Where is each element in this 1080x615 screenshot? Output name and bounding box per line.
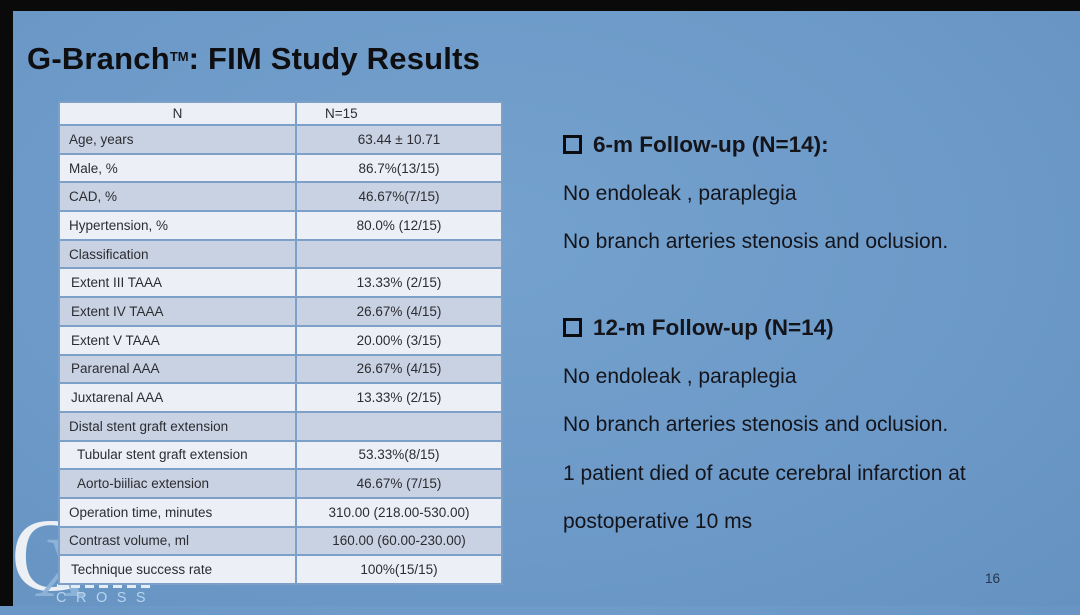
table-row-value: 53.33%(8/15) <box>358 447 440 463</box>
follow-up-line: No branch arteries stenosis and oclusion… <box>563 230 949 253</box>
trademark-superscript: TM <box>169 48 189 64</box>
follow-up-line: 1 patient died of acute cerebral infarct… <box>563 461 966 485</box>
table-header-label: N <box>60 103 297 124</box>
study-table: N N=15 Age, years 63.44 ± 10.71 Male, % 86.7%… <box>58 101 503 585</box>
table-row-value: 26.67% (4/15) <box>356 361 442 377</box>
page-title-suffix: : FIM Study Results <box>188 41 481 76</box>
table-row-value <box>297 241 501 268</box>
table-row: Hypertension, % 80.0% (12/15) <box>60 210 501 239</box>
follow-up-line: No endoleak , paraplegia <box>563 364 797 388</box>
table-row-value: 80.0% (12/15) <box>356 217 442 233</box>
table-row-label: Male, % <box>60 154 297 182</box>
table-row-label: Technique success rate <box>60 556 297 583</box>
logo-obscured-text-fragments <box>57 584 150 588</box>
table-row-value: 13.33% (2/15) <box>356 390 442 406</box>
square-bullet-icon <box>563 135 582 154</box>
follow-up-line: postoperative 10 ms <box>563 510 753 533</box>
table-row: Contrast volume, ml 160.00 (60.00-230.00) <box>60 525 501 555</box>
table-row: Extent V TAAA 20.00% (3/15) <box>60 324 501 354</box>
table-row: Tubular stent graft extension 53.33%(8/15… <box>60 439 501 469</box>
page-title-prefix: G-Branch <box>27 41 170 76</box>
table-row-label: Extent III TAAA <box>60 269 297 297</box>
follow-up-heading-text: 6-m Follow-up (N=14): <box>593 132 829 157</box>
table-row: Technique success rate 100%(15/15) <box>60 554 501 583</box>
page-title: G-BranchTM: FIM Study Results <box>27 41 480 77</box>
table-row: Juxtarenal AAA 13.33% (2/15) <box>60 382 501 411</box>
square-bullet-icon <box>563 318 582 337</box>
page-number: 16 <box>985 571 1001 586</box>
table-row-value: 26.67% (4/15) <box>356 303 442 319</box>
table-row: Classification <box>60 238 501 268</box>
table-row-value: 13.33% (2/15) <box>356 275 442 291</box>
follow-up-line: No branch arteries stenosis and oclusion… <box>563 413 949 436</box>
table-row: Distal stent graft extension <box>60 410 501 440</box>
follow-up-block: 12-m Follow-up (N=14) No endoleak , parap… <box>563 304 966 547</box>
table-row: Pararenal AAA 26.67% (4/15) <box>60 353 501 383</box>
follow-up-heading: 6-m Follow-up (N=14): <box>563 121 948 170</box>
follow-up-block: 6-m Follow-up (N=14): No endoleak , parap… <box>563 121 948 267</box>
logo-wordmark: CROSS <box>56 590 156 606</box>
table-row-label: Tubular stent graft extension <box>60 441 297 469</box>
table-row-value: 310.00 (218.00-530.00) <box>328 504 470 520</box>
follow-up-heading-text: 12-m Follow-up (N=14) <box>593 315 834 340</box>
table-row: Male, % 86.7%(13/15) <box>60 152 501 182</box>
table-row-label: Juxtarenal AAA <box>60 384 297 411</box>
table-row-value: 46.67% (7/15) <box>356 476 442 492</box>
letterbox-top-bar <box>0 0 1080 11</box>
table-row-label: Extent IV TAAA <box>60 298 297 325</box>
table-row-label: Age, years <box>60 126 297 153</box>
table-row: Operation time, minutes 310.00 (218.00-53… <box>60 496 501 526</box>
table-row-value: 160.00 (60.00-230.00) <box>332 533 466 549</box>
table-row-value <box>297 413 501 440</box>
table-row: Age, years 63.44 ± 10.71 <box>60 124 501 153</box>
table-header-row: N N=15 <box>60 103 501 124</box>
table-row-label: Extent V TAAA <box>60 326 297 354</box>
table-row-label: Hypertension, % <box>60 212 297 239</box>
table-row: Extent III TAAA 13.33% (2/15) <box>60 267 501 297</box>
table-row-value: 63.44 ± 10.71 <box>357 131 441 147</box>
table-row-label: Contrast volume, ml <box>60 527 297 555</box>
table-row-label: Operation time, minutes <box>60 498 297 526</box>
table-row-value: 86.7%(13/15) <box>358 160 440 176</box>
table-row-value: 46.67%(7/15) <box>358 189 440 205</box>
table-row: CAD, % 46.67%(7/15) <box>60 181 501 211</box>
table-row: Extent IV TAAA 26.67% (4/15) <box>60 296 501 325</box>
table-row-label: Pararenal AAA <box>60 355 297 383</box>
table-row-value: 100%(15/15) <box>360 562 438 578</box>
notes-panel: 6-m Follow-up (N=14): No endoleak , parap… <box>563 0 1068 606</box>
table-row-label: Distal stent graft extension <box>60 412 297 440</box>
table-row-label: Aorto-biiliac extension <box>60 470 297 497</box>
table-row-value: 20.00% (3/15) <box>356 332 442 348</box>
follow-up-line: No endoleak , paraplegia <box>563 181 797 205</box>
table-row-label: Classification <box>60 240 297 268</box>
table-row: Aorto-biiliac extension 46.67% (7/15) <box>60 468 501 497</box>
follow-up-heading: 12-m Follow-up (N=14) <box>563 304 966 353</box>
table-row-label: CAD, % <box>60 183 297 211</box>
letterbox-left-bar <box>0 0 13 606</box>
table-header-value: N=15 <box>325 106 358 121</box>
